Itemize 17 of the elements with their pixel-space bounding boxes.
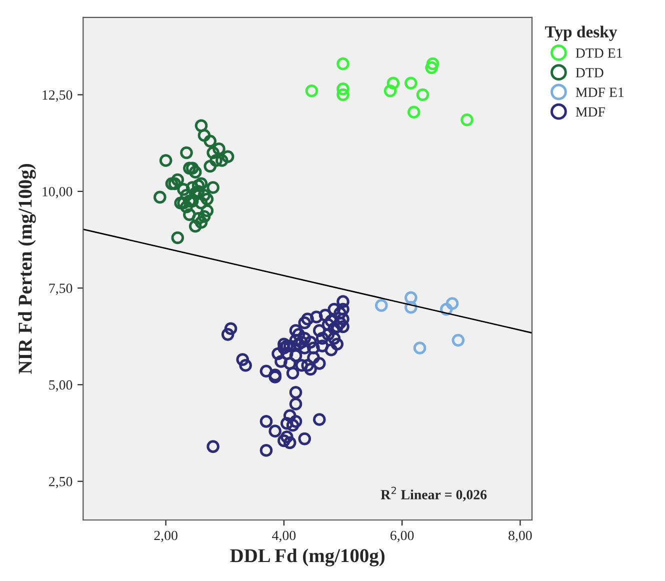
legend-label: DTD — [576, 68, 604, 78]
legend-label: MDF — [576, 107, 605, 116]
legend-label: DTD E1 — [576, 48, 622, 58]
x-tick-label: 6,00 — [390, 530, 414, 542]
x-tick-label: 2,00 — [154, 530, 178, 542]
y-tick-label: 10,00 — [42, 186, 72, 198]
annotation: R$^{2}$ Linear = 0,026 — [380, 486, 487, 502]
y-tick-label: 2,50 — [49, 476, 72, 488]
y-tick-label: 7,50 — [49, 284, 72, 295]
x-tick-label: 4,00 — [272, 530, 296, 542]
y-tick-label: 12,50 — [42, 90, 72, 102]
y-axis-title: NIR Fd Perten (mg/100g) — [18, 164, 36, 374]
y-tick-label: 5,00 — [49, 380, 72, 392]
legend-label: MDF E1 — [576, 88, 624, 97]
x-axis-title: DDL Fd (mg/100g) — [230, 548, 384, 566]
legend-title: Typ desky — [545, 26, 618, 41]
x-tick-label: 8,00 — [508, 530, 532, 542]
